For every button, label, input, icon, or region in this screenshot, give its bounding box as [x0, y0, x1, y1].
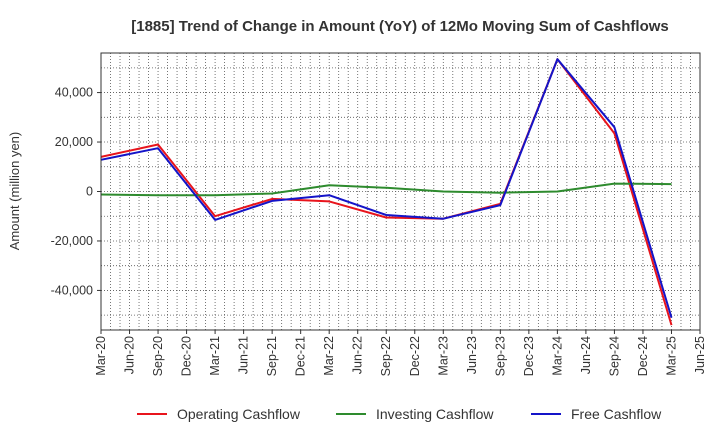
- x-tick-label: Jun-20: [123, 336, 137, 374]
- x-tick-label: Mar-22: [322, 336, 336, 376]
- x-tick-label: Mar-23: [436, 336, 450, 376]
- x-tick-label: Mar-25: [664, 336, 678, 376]
- y-axis-label: Amount (million yen): [7, 132, 22, 251]
- x-tick-label: Jun-25: [693, 336, 707, 374]
- series-lines: [100, 58, 673, 326]
- x-tick-label: Mar-21: [208, 336, 222, 376]
- x-tick-label: Sep-24: [607, 336, 621, 376]
- x-tick-label: Sep-23: [493, 336, 507, 376]
- legend-label-operating-cashflow: Operating Cashflow: [177, 406, 301, 422]
- x-tick-label: Dec-24: [636, 336, 650, 376]
- y-tick-label: 0: [86, 185, 93, 199]
- x-tick-label: Jun-21: [237, 336, 251, 374]
- x-tick-label: Mar-20: [94, 336, 108, 376]
- x-tick-label: Jun-24: [579, 336, 593, 374]
- x-tick-label: Sep-21: [265, 336, 279, 376]
- x-tick-label: Mar-24: [550, 336, 564, 376]
- x-tick-label: Dec-20: [180, 336, 194, 376]
- legend: Operating Cashflow Investing Cashflow Free…: [137, 406, 662, 422]
- series-line-free-cashflow: [100, 58, 673, 318]
- series-line-operating-cashflow: [100, 58, 673, 326]
- y-tick-label: -40,000: [51, 283, 93, 297]
- x-tick-label: Dec-21: [294, 336, 308, 376]
- plot-area: [101, 53, 700, 330]
- x-tick-label: Jun-22: [351, 336, 365, 374]
- x-tick-label: Sep-20: [151, 336, 165, 376]
- x-tick-label: Dec-23: [522, 336, 536, 376]
- x-tick-label: Jun-23: [465, 336, 479, 374]
- y-tick-label: -20,000: [51, 234, 93, 248]
- y-tick-label: 20,000: [55, 135, 93, 149]
- legend-label-investing-cashflow: Investing Cashflow: [376, 406, 494, 422]
- legend-label-free-cashflow: Free Cashflow: [571, 406, 662, 422]
- chart-title: [1885] Trend of Change in Amount (YoY) o…: [131, 18, 669, 35]
- y-tick-label: 40,000: [55, 86, 93, 100]
- x-tick-label: Dec-22: [408, 336, 422, 376]
- x-tick-label: Sep-22: [379, 336, 393, 376]
